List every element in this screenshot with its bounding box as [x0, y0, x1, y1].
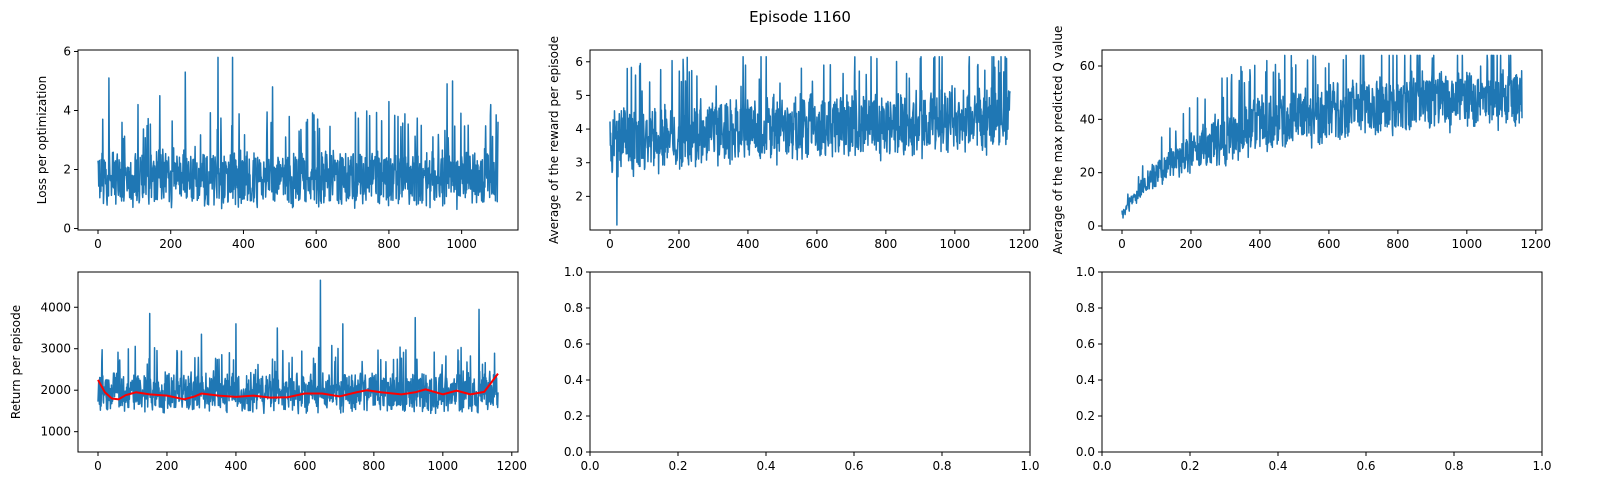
- x-tick-label: 800: [362, 459, 385, 473]
- plot-area: [609, 55, 1011, 226]
- chart-return-per-episode: 0 200 400 600 800 1000 1200 1000 2000 3000 4000 Ret…: [9, 271, 528, 473]
- x-tick-label: 0.8: [932, 459, 951, 473]
- x-tick-label: 1000: [940, 237, 971, 251]
- y-tick-label: 0.4: [564, 373, 583, 387]
- axes-frame: [589, 49, 1031, 231]
- x-tick-label: 0.6: [1356, 459, 1375, 473]
- x-tick-label: 1200: [497, 459, 528, 473]
- x-tick-label: 1000: [428, 459, 459, 473]
- y-tick-label: 4000: [40, 300, 71, 314]
- y-axis-label: Loss per optimization: [35, 76, 49, 205]
- y-tick-label: 2: [63, 163, 71, 177]
- y-tick-label: 0.0: [1076, 445, 1095, 459]
- chart-average-reward-per-episode: 0 200 400 600 800 1000 1200 2 3 4 5 6 Average of the…: [547, 36, 1039, 251]
- x-tick-label: 0.8: [1444, 459, 1463, 473]
- axes-frame: [1101, 49, 1543, 231]
- x-tick-label: 600: [1317, 237, 1340, 251]
- x-tick-label: 0.0: [1092, 459, 1111, 473]
- x-tick-label: 0.6: [844, 459, 863, 473]
- y-tick-label: 0.4: [1076, 373, 1095, 387]
- x-tick-label: 0.2: [1180, 459, 1199, 473]
- y-tick-label: 0.2: [1076, 409, 1095, 423]
- y-tick-label: 0.8: [1076, 301, 1095, 315]
- y-axis-label: Average of the max predicted Q value: [1051, 26, 1065, 255]
- chart-average-max-q-value: 0 200 400 600 800 1000 1200 0 20 40 60 Average of t…: [1051, 26, 1551, 255]
- series-line-raw: [1121, 54, 1523, 219]
- y-tick-label: 1.0: [1076, 265, 1095, 279]
- y-tick-label: 5: [575, 88, 583, 102]
- y-axis-label: Average of the reward per episode: [547, 36, 561, 244]
- chart-empty-right: 0.0 0.2 0.4 0.6 0.8 1.0 0.0 0.2 0.4 0.6 0.8 1.0: [1076, 265, 1552, 473]
- y-tick-label: 3000: [40, 342, 71, 356]
- y-tick-label: 4: [63, 103, 71, 117]
- series-line-raw: [609, 55, 1011, 226]
- x-tick-label: 0: [1118, 237, 1126, 251]
- x-tick-label: 200: [1180, 237, 1203, 251]
- x-tick-label: 0: [606, 237, 614, 251]
- plot-area: [97, 56, 499, 211]
- x-tick-label: 1000: [1452, 237, 1483, 251]
- x-tick-label: 0.0: [580, 459, 599, 473]
- x-tick-label: 1.0: [1532, 459, 1551, 473]
- axes-frame: [589, 271, 1031, 453]
- y-tick-label: 60: [1080, 59, 1095, 73]
- y-tick-label: 2000: [40, 383, 71, 397]
- x-tick-label: 1.0: [1020, 459, 1039, 473]
- chart-loss-per-optimization: 0 200 400 600 800 1000 0 2 4 6 Loss per optimizati…: [35, 44, 519, 251]
- y-tick-label: 20: [1080, 166, 1095, 180]
- y-tick-label: 4: [575, 122, 583, 136]
- y-tick-label: 6: [63, 44, 71, 58]
- x-tick-label: 0.4: [1268, 459, 1287, 473]
- y-tick-label: 6: [575, 55, 583, 69]
- x-tick-label: 0: [94, 459, 102, 473]
- y-tick-label: 0: [1087, 219, 1095, 233]
- axes-frame: [77, 49, 519, 231]
- x-tick-label: 400: [1248, 237, 1271, 251]
- x-tick-label: 1200: [1521, 237, 1552, 251]
- axes-frame: [77, 271, 519, 453]
- y-tick-label: 0.0: [564, 445, 583, 459]
- x-tick-label: 600: [305, 237, 328, 251]
- y-axis-label: Return per episode: [9, 305, 23, 419]
- axes-frame: [1101, 271, 1543, 453]
- x-tick-label: 0.2: [668, 459, 687, 473]
- x-tick-label: 200: [159, 237, 182, 251]
- plot-area: [97, 279, 499, 415]
- y-tick-label: 0.2: [564, 409, 583, 423]
- x-tick-label: 400: [232, 237, 255, 251]
- y-tick-label: 1000: [40, 425, 71, 439]
- x-tick-label: 1200: [1009, 237, 1040, 251]
- series-line-smoothed: [97, 373, 499, 401]
- y-tick-label: 0.6: [1076, 337, 1095, 351]
- y-tick-label: 1.0: [564, 265, 583, 279]
- x-tick-label: 600: [805, 237, 828, 251]
- plot-area: [1121, 54, 1523, 219]
- x-tick-label: 800: [377, 237, 400, 251]
- chart-empty-middle: 0.0 0.2 0.4 0.6 0.8 1.0 0.0 0.2 0.4 0.6 0.8 1.0: [564, 265, 1040, 473]
- x-tick-label: 0.4: [756, 459, 775, 473]
- y-tick-label: 0.6: [564, 337, 583, 351]
- x-tick-label: 0: [94, 237, 102, 251]
- y-tick-label: 2: [575, 189, 583, 203]
- y-tick-label: 40: [1080, 112, 1095, 126]
- x-tick-label: 400: [736, 237, 759, 251]
- x-tick-label: 800: [874, 237, 897, 251]
- y-tick-label: 3: [575, 156, 583, 170]
- series-line-raw: [97, 56, 499, 211]
- figure-title: Episode 1160: [749, 8, 851, 26]
- series-line-raw: [97, 279, 499, 415]
- x-tick-label: 200: [156, 459, 179, 473]
- x-tick-label: 200: [668, 237, 691, 251]
- x-tick-label: 600: [293, 459, 316, 473]
- y-tick-label: 0.8: [564, 301, 583, 315]
- x-tick-label: 400: [224, 459, 247, 473]
- y-tick-label: 0: [63, 222, 71, 236]
- x-tick-label: 1000: [446, 237, 477, 251]
- x-tick-label: 800: [1386, 237, 1409, 251]
